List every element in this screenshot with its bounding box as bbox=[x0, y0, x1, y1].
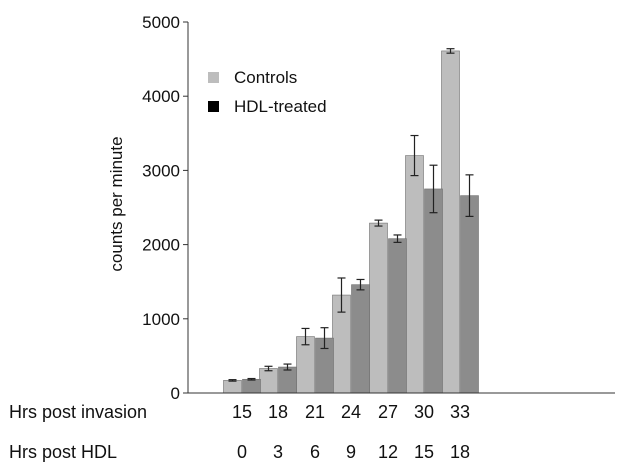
bar-hdl-treated bbox=[242, 378, 261, 394]
x-tick-label-hrs-post-hdl: 0 bbox=[237, 442, 247, 462]
legend-label-controls: Controls bbox=[234, 68, 297, 87]
legend: Controls HDL-treated bbox=[208, 68, 327, 116]
x-tick-label-hrs-post-hdl: 3 bbox=[273, 442, 283, 462]
bar-controls bbox=[405, 155, 424, 394]
bar-controls bbox=[259, 368, 278, 394]
y-tick-label: 3000 bbox=[142, 161, 180, 180]
bar-controls bbox=[369, 222, 388, 394]
x-tick-label-hrs-post-invasion: 27 bbox=[378, 402, 398, 422]
y-tick-label: 0 bbox=[171, 384, 180, 403]
x-tick-label-hrs-post-invasion: 33 bbox=[450, 402, 470, 422]
y-axis-ticks: 0 1000 2000 3000 4000 5000 bbox=[142, 13, 188, 403]
x-tick-label-hrs-post-hdl: 15 bbox=[414, 442, 434, 462]
x-axis-row-hrs-post-invasion: Hrs post invasion 15 18 21 24 27 30 33 bbox=[9, 402, 470, 422]
x-tick-label-hrs-post-invasion: 24 bbox=[341, 402, 361, 422]
y-tick-label: 1000 bbox=[142, 310, 180, 329]
x-tick-label-hrs-post-invasion: 18 bbox=[268, 402, 288, 422]
x-tick-label-hrs-post-invasion: 30 bbox=[414, 402, 434, 422]
x-tick-label-hrs-post-hdl: 18 bbox=[450, 442, 470, 462]
x-row-1-label: Hrs post invasion bbox=[9, 402, 147, 422]
x-tick-label-hrs-post-hdl: 9 bbox=[346, 442, 356, 462]
legend-label-hdl-treated: HDL-treated bbox=[234, 97, 327, 116]
x-tick-label-hrs-post-invasion: 21 bbox=[305, 402, 325, 422]
x-tick-label-hrs-post-hdl: 12 bbox=[378, 442, 398, 462]
bar-hdl-treated bbox=[388, 238, 407, 394]
x-tick-label-hrs-post-hdl: 6 bbox=[310, 442, 320, 462]
y-tick-label: 5000 bbox=[142, 13, 180, 32]
y-tick-label: 2000 bbox=[142, 236, 180, 255]
y-axis-label: counts per minute bbox=[107, 136, 126, 271]
bar-controls bbox=[223, 380, 242, 394]
y-tick-label: 4000 bbox=[142, 87, 180, 106]
bar-hdl-treated bbox=[424, 188, 443, 394]
bar-hdl-treated bbox=[351, 284, 370, 394]
x-axis-row-hrs-post-hdl: Hrs post HDL 0 3 6 9 12 15 18 bbox=[9, 442, 470, 462]
bar-controls bbox=[441, 50, 460, 394]
x-tick-label-hrs-post-invasion: 15 bbox=[232, 402, 252, 422]
plot-area bbox=[223, 48, 479, 394]
legend-swatch-hdl-treated bbox=[208, 101, 219, 112]
bar-hdl-treated bbox=[460, 195, 479, 394]
legend-swatch-controls bbox=[208, 72, 219, 83]
x-row-2-label: Hrs post HDL bbox=[9, 442, 117, 462]
bar-hdl-treated bbox=[278, 366, 297, 394]
